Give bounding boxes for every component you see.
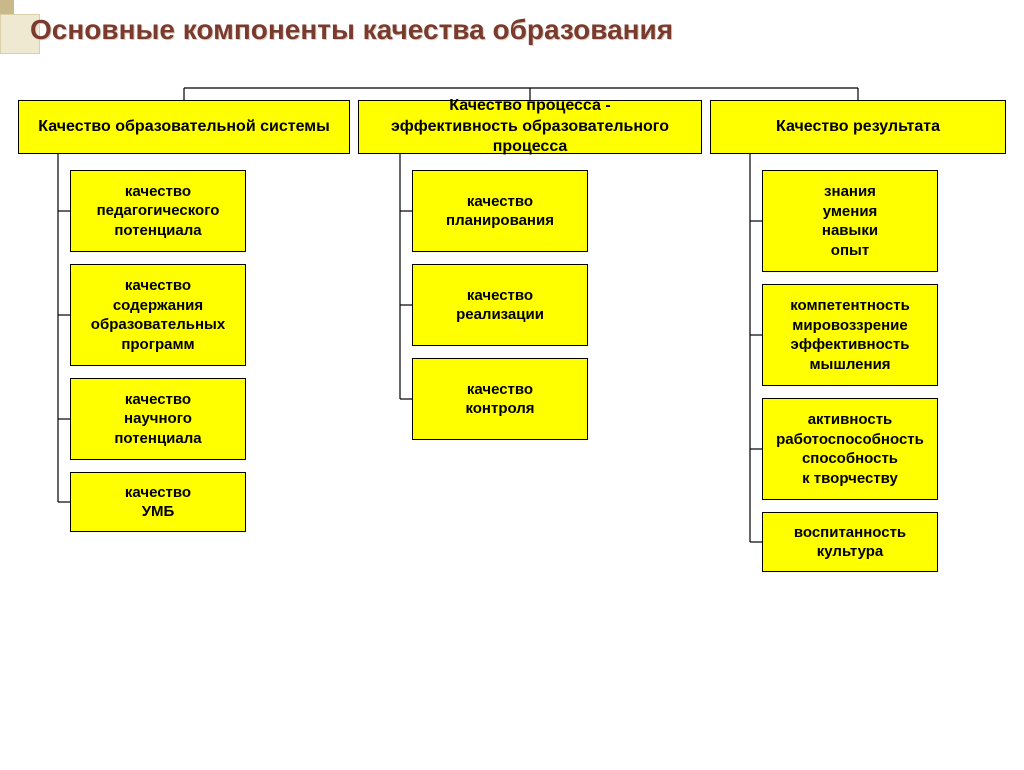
box-line: потенциала	[79, 429, 237, 449]
box-line: УМБ	[79, 502, 237, 522]
c3-3: активностьработоспособностьспособностьк …	[762, 398, 938, 500]
box-line: навыки	[771, 221, 929, 241]
c3-2: компетентностьмировоззрениеэффективность…	[762, 284, 938, 386]
c2-3: качествоконтроля	[412, 358, 588, 440]
box-line: к творчеству	[771, 469, 929, 489]
c2-1: качествопланирования	[412, 170, 588, 252]
c3-4: воспитанностькультура	[762, 512, 938, 572]
box-line: качество	[421, 380, 579, 400]
box-line: качество	[79, 276, 237, 296]
c1-1: качествопедагогическогопотенциала	[70, 170, 246, 252]
box-line: Качество образовательной системы	[27, 117, 341, 138]
box-line: научного	[79, 409, 237, 429]
c1-2: качествосодержанияобразовательныхпрограм…	[70, 264, 246, 366]
box-line: эффективность	[771, 335, 929, 355]
box-line: качество	[79, 390, 237, 410]
box-line: воспитанность	[771, 523, 929, 543]
box-line: опыт	[771, 241, 929, 261]
c1-3: качествонаучногопотенциала	[70, 378, 246, 460]
box-line: содержания	[79, 296, 237, 316]
box-line: контроля	[421, 399, 579, 419]
col-system-header: Качество образовательной системы	[18, 100, 350, 154]
col-result-header: Качество результата	[710, 100, 1006, 154]
box-line: культура	[771, 542, 929, 562]
box-line: качество	[79, 182, 237, 202]
box-line: потенциала	[79, 221, 237, 241]
box-line: качество	[421, 286, 579, 306]
c3-1: знанияумениянавыкиопыт	[762, 170, 938, 272]
box-line: качество	[421, 192, 579, 212]
box-line: педагогического	[79, 201, 237, 221]
c2-2: качествореализации	[412, 264, 588, 346]
col-process-header: Качество процесса -эффективность образов…	[358, 100, 702, 154]
box-line: образовательных	[79, 315, 237, 335]
page-title: Основные компоненты качества образования	[30, 14, 673, 46]
box-line: реализации	[421, 305, 579, 325]
box-line: Качество процесса -	[367, 96, 693, 117]
box-line: Качество результата	[719, 117, 997, 138]
box-line: способность	[771, 449, 929, 469]
box-line: компетентность	[771, 296, 929, 316]
box-line: планирования	[421, 211, 579, 231]
box-line: качество	[79, 483, 237, 503]
box-line: мировоззрение	[771, 316, 929, 336]
box-line: эффективность образовательного процесса	[367, 117, 693, 159]
box-line: работоспособность	[771, 430, 929, 450]
box-line: программ	[79, 335, 237, 355]
box-line: активность	[771, 410, 929, 430]
box-line: мышления	[771, 355, 929, 375]
box-line: умения	[771, 202, 929, 222]
c1-4: качествоУМБ	[70, 472, 246, 532]
box-line: знания	[771, 182, 929, 202]
